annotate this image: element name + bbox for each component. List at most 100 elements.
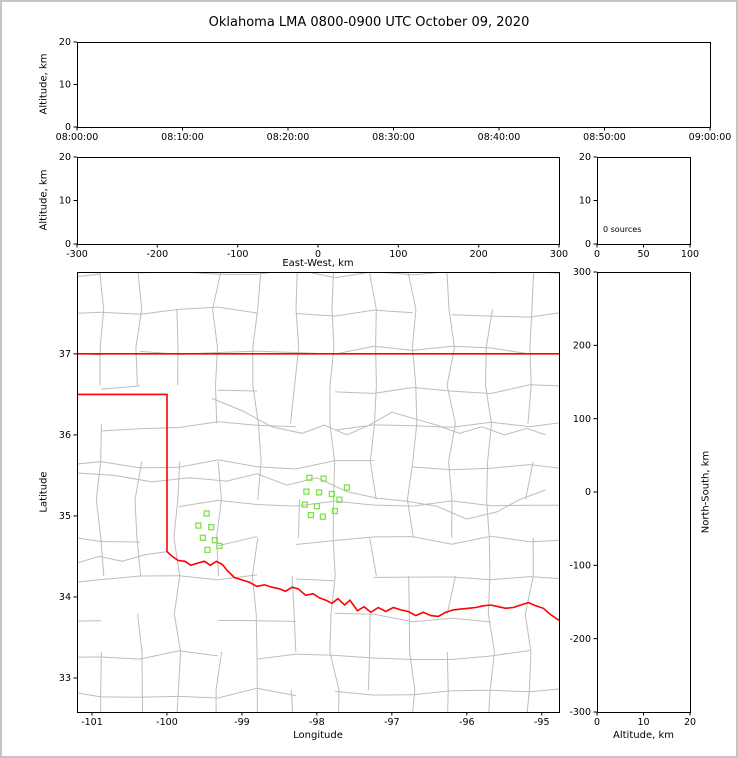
county-line xyxy=(135,309,143,348)
histogram-xtick-label: 50 xyxy=(637,249,649,260)
county-line xyxy=(529,688,559,693)
lma-station-marker xyxy=(203,510,210,517)
county-line xyxy=(373,309,413,314)
county-line xyxy=(490,421,530,428)
ns_height-ytick-label: -200 xyxy=(569,634,591,645)
county-line xyxy=(415,385,418,424)
lma-station-marker xyxy=(336,496,343,503)
county-line xyxy=(100,311,141,315)
ns_height-xtick-label: 20 xyxy=(684,717,696,728)
county-line xyxy=(524,575,534,615)
county-line xyxy=(256,620,296,622)
county-line xyxy=(77,273,102,278)
county-line xyxy=(488,690,491,712)
county-line xyxy=(329,423,336,462)
lma-station-marker xyxy=(328,490,336,498)
county-line xyxy=(373,504,413,507)
county-line xyxy=(305,272,336,279)
county-line xyxy=(488,537,491,576)
county-line xyxy=(407,272,417,310)
county-line xyxy=(173,499,179,538)
county-line xyxy=(178,459,218,468)
river-line xyxy=(77,551,168,564)
county-line xyxy=(256,466,296,470)
county-line xyxy=(173,613,182,653)
ew_height-xtick-label: 100 xyxy=(389,249,407,260)
county-line xyxy=(95,461,102,500)
county-line xyxy=(257,461,262,500)
map-xtick-label: -99 xyxy=(234,717,250,728)
county-line xyxy=(177,461,181,500)
county-line xyxy=(178,306,218,310)
ns_height-ytick-label: 0 xyxy=(585,487,591,498)
county-line xyxy=(291,575,295,615)
county-line xyxy=(412,387,452,392)
county-line xyxy=(100,541,141,543)
county-line xyxy=(334,536,374,541)
county-line xyxy=(178,575,218,581)
county-line xyxy=(367,651,371,691)
county-line xyxy=(527,385,532,424)
county-line xyxy=(139,308,179,315)
county-line xyxy=(529,539,559,543)
county-line xyxy=(338,690,340,712)
map-xtick-label: -97 xyxy=(384,717,400,728)
lma-station-marker xyxy=(343,484,351,491)
map-xtick-label: -101 xyxy=(81,717,103,728)
county-line xyxy=(251,537,259,576)
lma-station-marker xyxy=(303,488,310,495)
river-line xyxy=(211,397,546,436)
county-line xyxy=(529,309,533,348)
county-line xyxy=(448,423,456,462)
county-line xyxy=(446,272,450,310)
lma-station-marker xyxy=(320,475,327,482)
source-count-annotation: 0 sources xyxy=(603,225,642,234)
county-line xyxy=(331,309,335,348)
county-line xyxy=(531,272,535,310)
county-line xyxy=(139,466,179,469)
county-line xyxy=(215,651,223,691)
county-line xyxy=(451,617,491,623)
county-line xyxy=(217,459,257,468)
county-line xyxy=(257,272,262,310)
county-line xyxy=(77,537,102,542)
county-line xyxy=(451,576,491,581)
county-line xyxy=(490,464,530,469)
county-line xyxy=(334,345,374,355)
map-xlabel: Longitude xyxy=(293,730,343,741)
county-line xyxy=(100,385,141,390)
time_height-ytick-label: 20 xyxy=(59,37,71,48)
ew_height-xtick-label: 300 xyxy=(550,249,568,260)
county-line xyxy=(100,651,102,691)
county-line xyxy=(489,651,495,691)
county-line xyxy=(373,613,413,623)
county-line xyxy=(485,309,493,348)
lma-station-marker xyxy=(307,511,315,519)
county-line xyxy=(290,690,294,712)
ew_height-xtick-label: -100 xyxy=(227,249,249,260)
county-line xyxy=(255,613,258,653)
lma-station-marker xyxy=(313,503,321,510)
county-line xyxy=(448,309,455,348)
county-line xyxy=(451,421,491,428)
county-line xyxy=(409,651,416,691)
county-line xyxy=(412,500,452,507)
ns_height-xtick-label: 0 xyxy=(594,717,600,728)
county-line xyxy=(139,695,179,698)
county-line xyxy=(369,423,375,462)
county-line xyxy=(451,655,491,660)
county-line xyxy=(406,499,414,538)
county-line xyxy=(177,651,182,691)
county-line xyxy=(212,272,222,310)
county-line xyxy=(217,389,257,392)
county-line xyxy=(447,690,449,712)
county-line xyxy=(217,574,257,581)
ns_height-ytick-label: -300 xyxy=(569,707,591,718)
map-xtick-label: -98 xyxy=(309,717,325,728)
map-xtick-label: -100 xyxy=(156,717,178,728)
county-line xyxy=(252,309,259,348)
map-ytick-label: 37 xyxy=(59,349,71,360)
ns-height-xlabel: Altitude, km xyxy=(613,730,674,741)
time_height-xtick-label: 08:50:00 xyxy=(583,132,626,143)
county-line xyxy=(369,537,377,576)
